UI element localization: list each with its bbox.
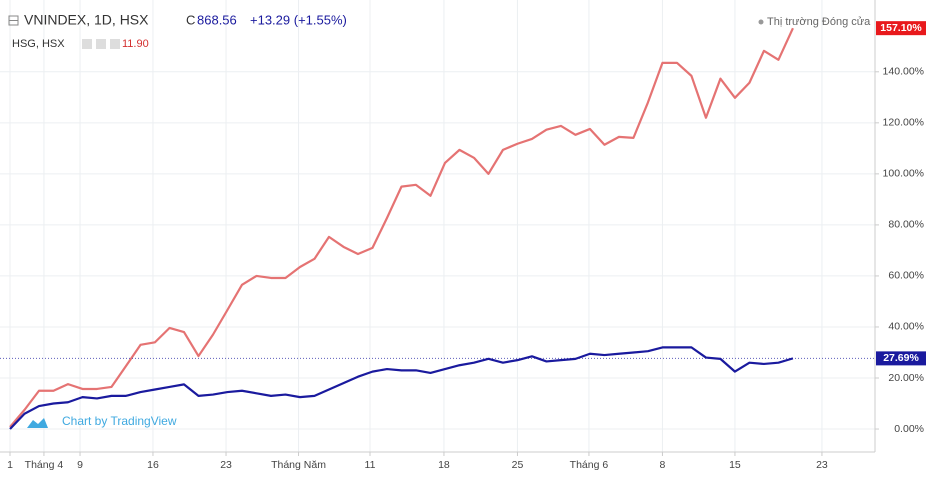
close-value: 868.56 [197,12,237,27]
x-tick-label: 16 [147,459,159,471]
y-tick-label: 0.00% [894,423,924,435]
grid [0,0,875,452]
watermark[interactable]: Chart by TradingView [62,414,177,428]
market-status: Thị trường Đóng cửa [767,16,871,28]
x-tick-label: 15 [729,459,741,471]
y-tick-label: 80.00% [888,219,924,231]
x-tick-label: 25 [512,459,524,471]
y-tick-label: 20.00% [888,372,924,384]
x-tick-label: 18 [438,459,450,471]
y-tick-label: 100.00% [883,168,924,180]
tradingview-logo [27,418,48,428]
series-line [9,346,794,430]
status-dot [758,19,764,25]
y-tick-label: 60.00% [888,270,924,282]
y-tick-label: 140.00% [883,66,924,78]
x-tick-label: 11 [365,459,376,471]
compare-symbol: HSG, HSX [12,38,65,50]
x-tick-label: 1 [7,459,13,471]
series-line [9,27,794,428]
x-tick-label: Tháng Năm [271,459,326,471]
x-tick-label: 8 [660,459,666,471]
x-tick-label: 23 [816,459,828,471]
x-tick-label: Tháng 4 [25,459,64,471]
compare-value: 11.90 [122,38,149,50]
y-tick-label: 120.00% [883,117,924,129]
x-tick-label: Tháng 6 [570,459,609,471]
main-symbol: VNINDEX, 1D, HSX [24,12,149,28]
x-tick-label: 9 [77,459,83,471]
icon[interactable] [82,39,92,49]
last-value-box [876,21,926,36]
x-tick-label: 23 [220,459,232,471]
plot [0,27,875,430]
last-value-box [876,351,926,366]
icon[interactable] [110,39,120,49]
y-tick-label: 40.00% [888,321,924,333]
change: +13.29 (+1.55%) [250,12,347,27]
icon[interactable] [96,39,106,49]
last-value-label: 157.10% [880,22,922,34]
close-label: C [186,12,195,27]
last-value-label: 27.69% [883,352,919,364]
